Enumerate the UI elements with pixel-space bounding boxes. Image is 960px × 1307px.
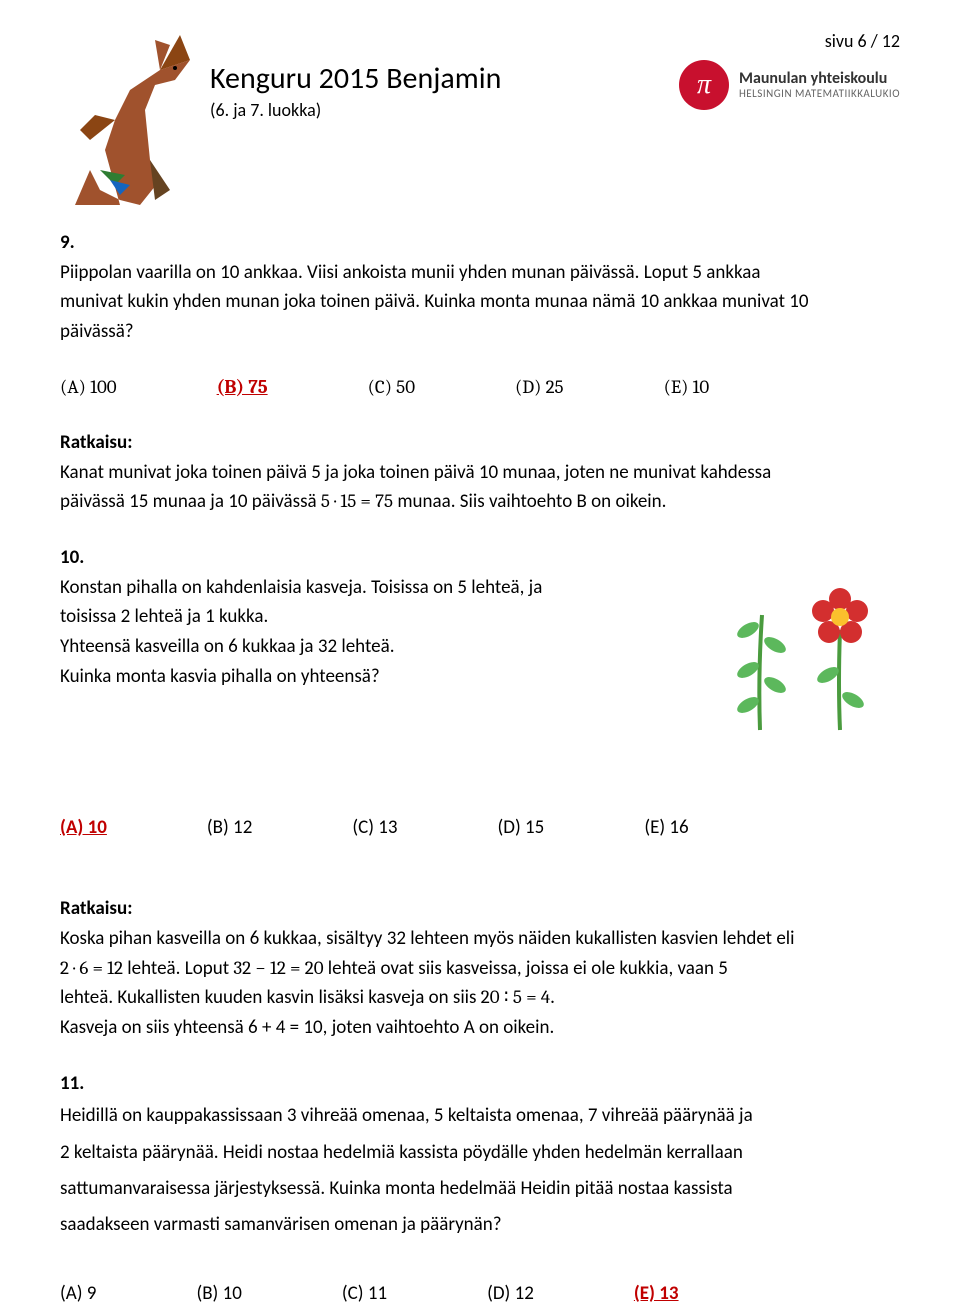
q9-text-line: Piippolan vaarilla on 10 ankkaa. Viisi a… bbox=[60, 260, 900, 286]
q10-text-line: toisissa 2 lehteä ja 1 kukka. bbox=[60, 604, 680, 630]
document-title: Kenguru 2015 Benjamin bbox=[210, 60, 501, 97]
school-name: Maunulan yhteiskoulu bbox=[739, 70, 900, 88]
text-fragment: lehteä. Kukallisten kuuden kasvin lisäks… bbox=[60, 986, 481, 1009]
pi-icon: π bbox=[679, 60, 729, 110]
q11-options: (A) 9 (B) 10 (C) 11 (D) 12 (E) 13 bbox=[60, 1281, 900, 1307]
q10-solution-line: Koska pihan kasveilla on 6 kukkaa, sisäl… bbox=[60, 926, 900, 952]
option-d: (D) 15 bbox=[498, 815, 545, 841]
title-block: Kenguru 2015 Benjamin (6. ja 7. luokka) bbox=[200, 30, 501, 121]
school-department: HELSINGIN MATEMATIIKKALUKIO bbox=[739, 88, 900, 100]
q11-text-line: 2 keltaista päärynää. Heidi nostaa hedel… bbox=[60, 1137, 900, 1169]
school-text: Maunulan yhteiskoulu HELSINGIN MATEMATII… bbox=[739, 70, 900, 100]
q10-text-line: Konstan pihalla on kahdenlaisia kasveja.… bbox=[60, 575, 680, 601]
q9-solution-line: päivässä 15 munaa ja 10 päivässä 5 · 15 … bbox=[60, 489, 900, 515]
text-fragment: lehteä ovat siis kasveissa, joissa ei ol… bbox=[324, 957, 728, 980]
q10-number: 10. bbox=[60, 545, 900, 571]
option-b: (B) 10 bbox=[196, 1281, 241, 1307]
q9-text-line: munivat kukin yhden munan joka toinen pä… bbox=[60, 289, 900, 315]
flowers-image bbox=[700, 575, 900, 735]
q10-text: Konstan pihalla on kahdenlaisia kasveja.… bbox=[60, 575, 680, 694]
page: Kenguru 2015 Benjamin (6. ja 7. luokka) … bbox=[0, 0, 960, 1302]
math-expression: 5 · 15 = 75 bbox=[321, 490, 393, 512]
content: 9. Piippolan vaarilla on 10 ankkaa. Viis… bbox=[60, 230, 900, 1307]
q11-text-line: sattumanvaraisessa järjestyksessä. Kuink… bbox=[60, 1173, 900, 1205]
q10-text-line: Yhteensä kasveilla on 6 kukkaa ja 32 leh… bbox=[60, 634, 680, 660]
option-c: (C) 11 bbox=[342, 1281, 387, 1307]
text-fragment: päivässä 15 munaa ja 10 päivässä bbox=[60, 490, 321, 513]
option-b: (B) 12 bbox=[207, 815, 252, 841]
math-expression: 2 · 6 = 12 bbox=[60, 957, 123, 979]
text-fragment: lehteä. Loput bbox=[123, 957, 233, 980]
option-a: (A) 100 bbox=[60, 375, 117, 401]
kangaroo-logo bbox=[60, 30, 200, 210]
q10-row: Konstan pihalla on kahdenlaisia kasveja.… bbox=[60, 575, 900, 735]
math-expression: 32 − 12 = 20 bbox=[233, 957, 323, 979]
option-a-correct: (A) 10 bbox=[60, 815, 107, 841]
option-a: (A) 9 bbox=[60, 1281, 96, 1307]
option-e-correct: (E) 13 bbox=[634, 1281, 679, 1307]
q10-solution-line: 2 · 6 = 12 lehteä. Loput 32 − 12 = 20 le… bbox=[60, 956, 900, 982]
option-c: (C) 13 bbox=[352, 815, 397, 841]
option-b-correct: (B) 75 bbox=[217, 375, 268, 401]
option-c: (C) 50 bbox=[368, 375, 415, 401]
text-fragment: . bbox=[550, 986, 555, 1009]
option-d: (D) 12 bbox=[487, 1281, 534, 1307]
text-fragment: munaa. Siis vaihtoehto B on oikein. bbox=[393, 490, 666, 513]
header: Kenguru 2015 Benjamin (6. ja 7. luokka) … bbox=[60, 30, 900, 210]
q9-options: (A) 100 (B) 75 (C) 50 (D) 25 (E) 10 bbox=[60, 375, 900, 401]
q9-number: 9. bbox=[60, 230, 900, 256]
option-d: (D) 25 bbox=[515, 375, 564, 401]
option-e: (E) 10 bbox=[664, 375, 710, 401]
math-expression: 20 ∶ 5 = 4 bbox=[481, 986, 550, 1008]
q11-number: 11. bbox=[60, 1071, 900, 1097]
q9-text-line: päivässä? bbox=[60, 319, 900, 345]
q10-solution-line: lehteä. Kukallisten kuuden kasvin lisäks… bbox=[60, 985, 900, 1011]
q10-text-line: Kuinka monta kasvia pihalla on yhteensä? bbox=[60, 664, 680, 690]
q11-text-line: Heidillä on kauppakassissaan 3 vihreää o… bbox=[60, 1100, 900, 1132]
q10-solution-line: Kasveja on siis yhteensä 6 + 4 = 10, jot… bbox=[60, 1015, 900, 1041]
q10-options: (A) 10 (B) 12 (C) 13 (D) 15 (E) 16 bbox=[60, 815, 900, 841]
q9-solution-line: Kanat munivat joka toinen päivä 5 ja jok… bbox=[60, 460, 900, 486]
option-e: (E) 16 bbox=[644, 815, 688, 841]
page-number: sivu 6 / 12 bbox=[825, 30, 900, 52]
q10-solution-label: Ratkaisu: bbox=[60, 896, 900, 922]
document-subtitle: (6. ja 7. luokka) bbox=[210, 99, 501, 121]
school-logo: π Maunulan yhteiskoulu HELSINGIN MATEMAT… bbox=[679, 60, 900, 110]
q9-solution-label: Ratkaisu: bbox=[60, 430, 900, 456]
q11-text-line: saadakseen varmasti samanvärisen omenan … bbox=[60, 1209, 900, 1241]
